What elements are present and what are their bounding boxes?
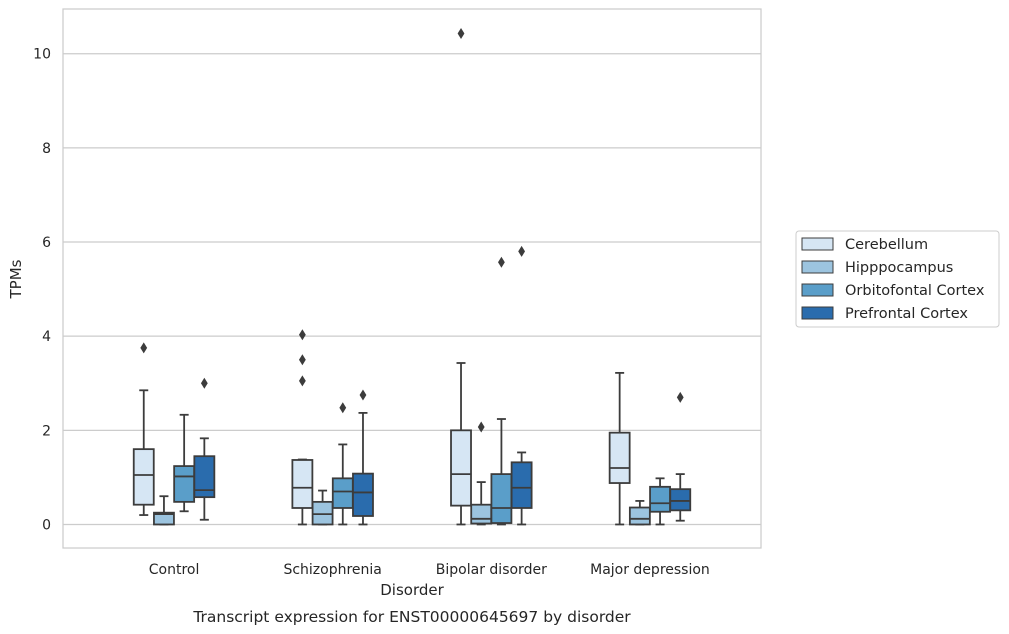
box-group [450, 27, 472, 526]
outlier-point [518, 245, 526, 257]
outlier-point [140, 342, 148, 354]
box-group [291, 329, 314, 526]
y-tick-label: 0 [42, 517, 51, 533]
outlier-point [298, 354, 306, 366]
box-iqr [352, 472, 374, 517]
legend-swatch [801, 306, 834, 320]
legend-label: Hipppocampus [845, 260, 953, 276]
y-tick-labels: 0 2 4 6 8 10 [33, 47, 51, 534]
box-iqr [193, 455, 216, 499]
chart-caption: Transcript expression for ENST0000064569… [192, 608, 631, 626]
box-group [193, 377, 216, 521]
y-tick-label: 4 [42, 329, 51, 345]
box-iqr [331, 477, 354, 509]
outlier-point [477, 421, 485, 433]
box-group [628, 500, 651, 526]
box-iqr [490, 473, 513, 524]
legend-frame [795, 230, 1000, 328]
outlier-point [498, 256, 505, 268]
outlier-point [339, 402, 347, 414]
box-group [173, 413, 196, 513]
box-group [132, 342, 155, 516]
box-iqr [628, 506, 651, 526]
y-tick-label: 10 [33, 47, 51, 63]
box-group [669, 391, 692, 522]
box-iqr [132, 448, 155, 506]
box-iqr [649, 485, 671, 513]
legend-label: Orbitofontal Cortex [845, 283, 985, 299]
box-iqr [669, 488, 692, 512]
legend-swatch [801, 283, 834, 297]
y-tick-label: 8 [42, 141, 51, 157]
legend-label: Prefrontal Cortex [845, 306, 968, 322]
x-axis-title: Disorder [380, 581, 444, 599]
outlier-point [359, 389, 367, 401]
box-group [490, 256, 513, 526]
plot-area-frame [62, 8, 762, 549]
outlier-point [200, 377, 208, 389]
box-group [311, 489, 334, 526]
x-tick-label: Schizophrenia [283, 562, 381, 578]
box-iqr [470, 503, 493, 525]
y-axis-title: TPMs [7, 259, 25, 299]
outlier-point [298, 375, 306, 387]
legend-label: Cerebellum [845, 237, 928, 253]
x-tick-label: Bipolar disorder [436, 562, 547, 578]
legend-swatch [801, 260, 834, 274]
box-group [153, 495, 175, 526]
legend-items: Cerebellum Hipppocampus Orbitofontal Corte… [801, 237, 985, 322]
box-iqr [311, 500, 334, 526]
legend-swatch [801, 237, 834, 251]
box-iqr [173, 465, 196, 503]
outlier-point [457, 27, 465, 39]
box-group [470, 421, 493, 526]
x-tick-label: Control [149, 562, 200, 578]
boxes-layer [132, 27, 692, 526]
box-group [331, 402, 354, 526]
x-tick-labels: Control Schizophrenia Bipolar disorder Majo… [149, 562, 710, 578]
box-group [608, 371, 631, 526]
y-tick-label: 6 [42, 235, 51, 251]
box-group [352, 389, 374, 526]
box-iqr [510, 461, 533, 509]
legend: Cerebellum Hipppocampus Orbitofontal Corte… [795, 230, 1000, 328]
outlier-point [298, 329, 306, 341]
y-tick-label: 2 [42, 423, 51, 439]
box-iqr [608, 431, 631, 484]
box-group [510, 245, 533, 526]
x-tick-label: Major depression [590, 562, 710, 578]
outlier-point [676, 391, 684, 403]
grid-layer [63, 53, 761, 526]
box-group [649, 477, 671, 526]
box-iqr [153, 511, 175, 526]
box-iqr [291, 459, 314, 509]
box-iqr [450, 429, 472, 507]
